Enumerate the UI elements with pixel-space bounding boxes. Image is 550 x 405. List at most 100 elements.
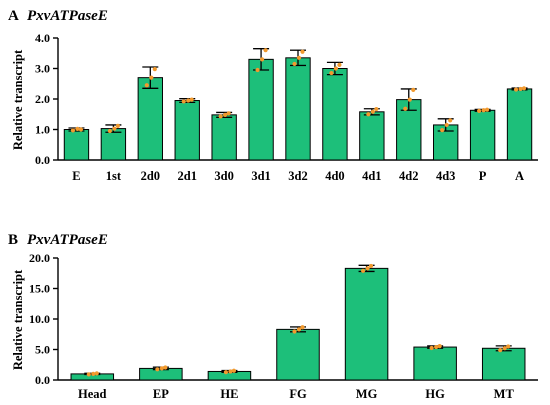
bar-3d2 (285, 57, 311, 161)
replicate-point (152, 67, 157, 72)
bar-P (469, 109, 496, 161)
replicate-point (403, 106, 408, 111)
y-tick-label: 20.0 (29, 251, 50, 265)
y-tick-label: 10.0 (29, 312, 50, 326)
panel-a-title: PxvATPaseE (27, 8, 108, 24)
replicate-point (521, 86, 527, 91)
x-category-label: A (515, 169, 524, 183)
x-category-label: HG (425, 387, 445, 401)
panel-b-bars (70, 263, 526, 381)
panel-a-letter: A (8, 8, 19, 24)
replicate-point (186, 98, 191, 103)
replicate-point (144, 83, 149, 88)
bar-4d0 (322, 68, 348, 161)
y-tick-label: 2.0 (35, 92, 50, 106)
x-category-label: 1st (106, 169, 122, 183)
replicate-point (107, 128, 112, 134)
replicate-point (292, 329, 297, 334)
x-category-label: P (479, 169, 487, 183)
replicate-point (149, 75, 154, 80)
replicate-point (366, 112, 371, 117)
y-tick-label: 0.0 (35, 373, 50, 387)
replicate-point (86, 372, 91, 377)
replicate-point (434, 344, 439, 350)
replicate-point (360, 268, 366, 273)
replicate-point (481, 108, 486, 113)
x-category-label: 4d1 (362, 169, 381, 183)
panel-a-y-ticks: 0.0 1.0 2.0 3.0 4.0 (35, 31, 58, 167)
replicate-point (70, 128, 76, 133)
replicate-point (163, 365, 168, 370)
x-category-label: 4d3 (436, 169, 455, 183)
replicate-point (407, 97, 412, 102)
bar-2d1 (174, 100, 200, 161)
replicate-point (231, 368, 237, 373)
bar-FG (276, 328, 320, 381)
replicate-point (115, 123, 120, 128)
bar-3d0 (211, 114, 237, 161)
panel-b-letter: B (8, 232, 18, 248)
bar-A (506, 88, 533, 161)
replicate-point (292, 61, 297, 67)
panel-a-bars (63, 48, 533, 161)
x-category-label: EP (153, 387, 169, 401)
replicate-point (75, 126, 80, 131)
bar-E (63, 129, 90, 161)
replicate-point (502, 346, 507, 351)
replicate-point (259, 57, 265, 62)
replicate-point (255, 67, 260, 73)
replicate-point (296, 327, 302, 332)
replicate-point (155, 367, 160, 372)
x-category-label: MT (494, 387, 515, 401)
panel-b-y-ticks: 0.0 5.0 10.0 15.0 20.0 (29, 251, 58, 387)
panel-a-x-labels: E 1st 2d0 2d1 3d0 3d1 3d2 4d0 4d1 4d2 4d3 P A (72, 169, 524, 183)
panel-a: A PxvATPaseE Relative transcript 0.0 1.0 2… (8, 8, 538, 183)
replicate-point (300, 49, 305, 54)
y-tick-label: 1.0 (35, 123, 50, 137)
x-category-label: 2d0 (141, 169, 160, 183)
panel-a-y-axis-label: Relative transcript (11, 49, 25, 150)
x-category-label: 3d2 (288, 169, 307, 183)
replicate-point (91, 371, 96, 376)
replicate-point (365, 266, 370, 271)
panel-b-title: PxvATPaseE (27, 232, 108, 248)
panel-b: B PxvATPaseE Relative transcript 0.0 5.0 1… (8, 232, 538, 401)
replicate-point (329, 70, 334, 76)
x-category-label: HE (220, 387, 238, 401)
x-category-label: Head (78, 387, 107, 401)
replicate-point (368, 263, 374, 269)
replicate-point (94, 371, 99, 376)
replicate-point (448, 118, 453, 123)
replicate-point (181, 99, 186, 104)
replicate-point (223, 112, 228, 117)
replicate-point (333, 66, 339, 71)
x-category-label: 4d2 (399, 169, 418, 183)
panel-b-y-axis-label: Relative transcript (11, 269, 25, 370)
replicate-point (374, 106, 379, 112)
bar-MT (481, 347, 526, 381)
y-tick-label: 4.0 (35, 31, 50, 45)
replicate-point (223, 370, 229, 375)
bar-MG (344, 267, 389, 381)
replicate-point (477, 108, 482, 113)
replicate-point (78, 127, 84, 132)
replicate-point (506, 344, 511, 349)
y-tick-label: 5.0 (35, 343, 50, 357)
panel-b-x-labels: Head EP HE FG MG HG MT (78, 387, 514, 401)
replicate-point (226, 111, 231, 116)
x-category-label: 2d1 (178, 169, 197, 183)
y-tick-label: 0.0 (35, 153, 50, 167)
replicate-point (300, 325, 305, 330)
bar-1st (100, 128, 127, 161)
x-category-label: 4d0 (325, 169, 344, 183)
replicate-point (112, 126, 117, 131)
bar-4d1 (359, 111, 385, 161)
y-tick-label: 3.0 (35, 62, 50, 76)
replicate-point (337, 62, 342, 67)
x-category-label: 3d1 (251, 169, 270, 183)
bar-3d1 (248, 58, 274, 161)
replicate-point (485, 107, 490, 112)
replicate-point (498, 348, 503, 353)
x-category-label: 3d0 (214, 169, 233, 183)
